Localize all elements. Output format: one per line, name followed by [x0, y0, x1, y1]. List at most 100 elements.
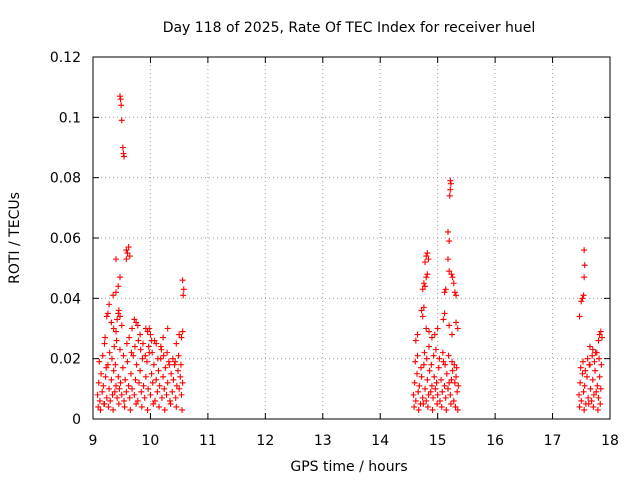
data-point	[453, 292, 460, 299]
x-tick-label: 13	[314, 433, 332, 449]
data-point	[576, 403, 583, 410]
data-point	[589, 346, 596, 353]
data-point	[130, 352, 137, 359]
data-point	[419, 313, 426, 320]
data-point	[95, 403, 102, 410]
data-point	[148, 370, 155, 377]
axis-ticks	[92, 56, 611, 420]
data-point	[106, 301, 113, 308]
data-point	[103, 313, 110, 320]
data-point	[419, 286, 426, 293]
data-point	[176, 385, 183, 392]
data-point	[178, 334, 185, 341]
data-point	[138, 403, 145, 410]
data-point	[445, 256, 452, 263]
data-point	[430, 394, 437, 401]
data-point	[173, 382, 180, 389]
data-point	[137, 346, 144, 353]
data-point	[453, 364, 460, 371]
data-point	[412, 337, 419, 344]
y-tick-label: 0.04	[50, 291, 81, 307]
data-point	[415, 388, 422, 395]
data-point	[114, 316, 121, 323]
data-point	[585, 394, 592, 401]
data-point	[115, 373, 122, 380]
data-point	[596, 355, 603, 362]
data-point	[123, 247, 130, 254]
data-point	[103, 394, 110, 401]
data-point	[447, 400, 454, 407]
data-point	[134, 322, 141, 329]
data-point	[423, 274, 430, 281]
data-point	[596, 373, 603, 380]
data-point	[446, 322, 453, 329]
data-point	[452, 403, 459, 410]
data-point	[592, 349, 599, 356]
data-point	[431, 373, 438, 380]
data-point	[423, 355, 430, 362]
data-point	[169, 388, 176, 395]
data-point	[106, 349, 113, 356]
data-point	[172, 358, 179, 365]
x-tick-label: 12	[256, 433, 274, 449]
data-point	[146, 325, 153, 332]
data-point	[593, 388, 600, 395]
data-point	[169, 355, 176, 362]
data-point	[108, 319, 115, 326]
data-point	[99, 352, 106, 359]
data-point	[422, 283, 429, 290]
data-point	[422, 385, 429, 392]
data-point	[441, 310, 448, 317]
data-point	[119, 364, 126, 371]
data-point	[442, 361, 449, 368]
data-point	[430, 352, 437, 359]
data-point	[440, 358, 447, 365]
data-point	[160, 334, 167, 341]
data-point	[134, 397, 141, 404]
data-point	[581, 406, 588, 413]
data-point	[449, 358, 456, 365]
data-point	[426, 328, 433, 335]
chart-title: Day 118 of 2025, Rate Of TEC Index for r…	[163, 20, 536, 36]
data-point	[580, 388, 587, 395]
data-point	[586, 361, 593, 368]
data-point	[133, 400, 140, 407]
data-point	[120, 352, 127, 359]
data-point	[454, 406, 461, 413]
data-point	[411, 403, 418, 410]
data-point	[104, 310, 111, 317]
data-point	[99, 388, 106, 395]
data-point	[116, 274, 123, 281]
data-point	[164, 349, 171, 356]
data-point	[445, 352, 452, 359]
data-point	[425, 391, 432, 398]
data-point	[103, 364, 110, 371]
data-point	[111, 343, 118, 350]
data-point	[446, 268, 453, 275]
data-point	[104, 361, 111, 368]
data-point	[121, 403, 128, 410]
data-point	[135, 379, 142, 386]
data-point	[441, 289, 448, 296]
data-point	[113, 337, 120, 344]
data-point	[108, 376, 115, 383]
data-point	[576, 313, 583, 320]
data-point	[148, 337, 155, 344]
data-point	[155, 367, 162, 374]
data-point	[97, 406, 104, 413]
data-point	[116, 346, 123, 353]
data-point	[106, 385, 113, 392]
data-point	[439, 388, 446, 395]
data-point	[446, 192, 453, 199]
data-point	[96, 358, 103, 365]
data-point	[582, 367, 589, 374]
data-point	[111, 388, 118, 395]
data-point	[140, 382, 147, 389]
data-point	[94, 391, 101, 398]
data-point	[439, 349, 446, 356]
data-point	[124, 358, 131, 365]
data-point	[420, 400, 427, 407]
data-point	[160, 352, 167, 359]
data-point	[454, 388, 461, 395]
data-point	[142, 352, 149, 359]
